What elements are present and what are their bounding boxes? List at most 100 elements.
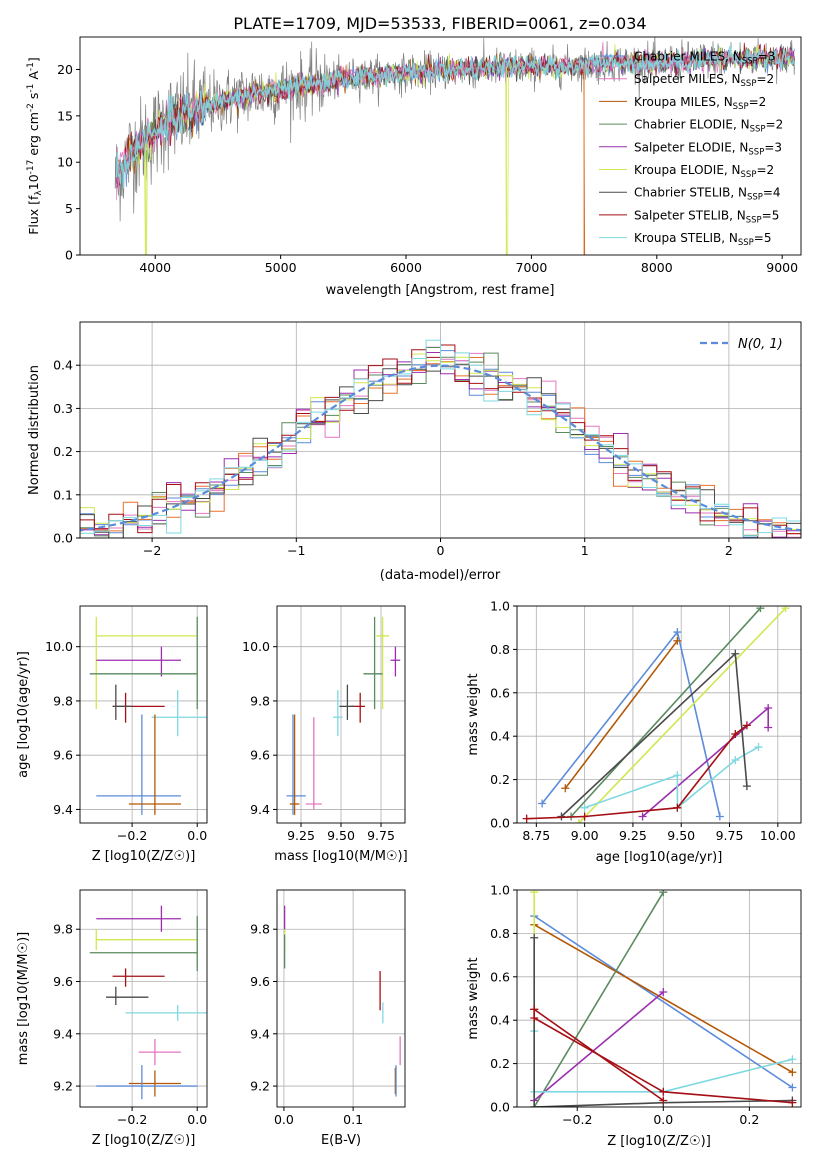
legend-entry: Chabrier MILES, NSSP=3 <box>634 50 775 67</box>
errorbar-point <box>363 616 383 710</box>
y-tick-label: 9.8 <box>250 693 270 708</box>
x-tick-label: 0.0 <box>653 1112 673 1127</box>
y-tick-label: 9.8 <box>53 922 73 937</box>
y-tick-label: 0.0 <box>490 1100 510 1115</box>
y-tick-label: 0.4 <box>53 358 73 373</box>
weight-marker <box>659 890 668 897</box>
x-tick-label: −0.2 <box>117 1112 147 1127</box>
legend-nssp-value: =5 <box>754 231 772 245</box>
errorbar-point <box>106 986 149 1006</box>
x-tick-label: 6000 <box>390 260 422 275</box>
y-tick-label: 10.0 <box>242 639 270 654</box>
y-tick-label: 0.6 <box>490 969 510 984</box>
legend-series-name: Kroupa MILES <box>634 95 716 109</box>
errorbar-point <box>286 714 306 815</box>
legend-nssp-prefix: , N <box>732 140 749 154</box>
weight-marker <box>530 933 539 942</box>
axis-label: E(B-V) <box>321 1133 361 1148</box>
legend-series-name: Kroupa STELIB <box>634 231 721 245</box>
weight-marker <box>788 1083 797 1092</box>
legend-nssp-prefix: , N <box>730 186 747 200</box>
x-tick-label: 9.75 <box>716 828 744 843</box>
errorbar-point <box>350 692 365 723</box>
weight-marker <box>673 803 682 812</box>
plot-area-weight-vs-Z <box>517 890 801 1107</box>
errorbar-point <box>138 1039 181 1066</box>
legend-nssp-prefix: , N <box>724 163 741 177</box>
x-tick-label: 1 <box>581 543 589 558</box>
panel-mass-vs-Z: −0.2 0.0 9.2 9.4 9.6 9.8 Z [log10(Z/Z☉)] mass [… <box>16 889 208 1148</box>
legend-entry: Chabrier ELODIE, NSSP=2 <box>634 118 783 135</box>
weight-marker <box>530 1103 539 1107</box>
x-tick-label: 2 <box>725 543 733 558</box>
weight-marker <box>788 1068 797 1077</box>
y-tick-label: 0.4 <box>490 1013 510 1028</box>
x-tick-label: −0.2 <box>117 828 147 843</box>
x-tick-label: 0 <box>437 543 445 558</box>
x-axis-label: wavelength [Angstrom, rest frame] <box>326 283 555 298</box>
errorbar-point <box>95 929 198 951</box>
weight-marker <box>673 628 682 637</box>
y-tick-label: 9.6 <box>250 748 270 763</box>
y-tick-label: 0.6 <box>490 685 510 700</box>
legend-entry: Salpeter ELODIE, NSSP=3 <box>634 140 782 157</box>
y-tick-label: 0.8 <box>490 926 510 941</box>
axis-label: Z [log10(Z/Z☉)] <box>607 1134 711 1149</box>
weight-marker <box>638 812 647 821</box>
legend-nssp-value: =2 <box>756 72 774 86</box>
weight-marker <box>788 1098 797 1107</box>
y-tick-label: 15 <box>57 108 73 123</box>
plot-area-mass-vs-EBV <box>277 890 405 1107</box>
weight-marker <box>580 812 589 821</box>
legend-nssp-prefix: , N <box>724 72 741 86</box>
legend-nssp-prefix: , N <box>729 208 746 222</box>
x-tick-label: 0.2 <box>739 1112 759 1127</box>
y-tick-label: 0.3 <box>53 401 73 416</box>
axis-label: mass [log10(M/M☉)] <box>16 932 31 1065</box>
errorbar-point <box>128 1070 181 1097</box>
legend-entry: Salpeter STELIB, NSSP=5 <box>634 208 779 225</box>
legend-nssp-subscript: SSP <box>733 102 749 112</box>
legend-series-name: Salpeter MILES <box>634 72 724 86</box>
weight-marker <box>673 771 682 780</box>
legend-entry: Salpeter MILES, NSSP=2 <box>634 72 774 89</box>
weight-marker <box>764 723 773 732</box>
weight-marker <box>522 814 531 823</box>
weight-line <box>570 607 761 818</box>
y-tick-label: 0.0 <box>490 816 510 831</box>
y-tick-label: 1.0 <box>490 599 510 614</box>
legend-nssp-value: =3 <box>764 140 782 154</box>
y-tick-label: 9.4 <box>53 1026 73 1041</box>
errorbar-point <box>112 684 133 720</box>
legend-series-name: Chabrier ELODIE <box>634 118 733 132</box>
y-tick-label: 1.0 <box>490 883 510 898</box>
weight-line <box>533 1008 664 1102</box>
x-tick-label: −1 <box>287 543 305 558</box>
weight-marker <box>530 1014 539 1023</box>
y-tick-label: 9.2 <box>250 1079 270 1094</box>
panel-age-vs-Z: −0.2 0.0 9.4 9.6 9.8 10.0 Z [log10(Z/Z☉)] age [… <box>16 605 208 864</box>
errorbar-point <box>112 968 165 987</box>
y-tick-label: 10 <box>57 155 73 170</box>
legend-nssp-value: =3 <box>758 50 776 64</box>
weight-marker <box>659 1096 668 1105</box>
y-tick-label: 0 <box>65 248 73 263</box>
y-tick-label: 9.4 <box>53 802 73 817</box>
weight-marker <box>574 819 583 823</box>
axis-label: mass weight <box>466 673 481 755</box>
y-tick-label: 5 <box>65 201 73 216</box>
y-tick-label: 0.2 <box>490 772 510 787</box>
errorbar-point <box>125 1005 207 1021</box>
legend-series-name: Salpeter STELIB <box>634 208 729 222</box>
y-tick-label: 9.6 <box>53 974 73 989</box>
plot-area-weight-vs-age <box>517 606 801 823</box>
axis-label: mass [log10(M/M☉)] <box>274 849 407 864</box>
x-tick-label: 5000 <box>265 260 297 275</box>
weight-marker <box>561 784 570 793</box>
legend-nssp-value: =2 <box>749 95 767 109</box>
legend-nssp-subscript: SSP <box>741 79 757 89</box>
legend-series-name: Salpeter ELODIE <box>634 140 732 154</box>
errorbar-point <box>95 616 198 710</box>
weight-marker <box>731 730 740 739</box>
